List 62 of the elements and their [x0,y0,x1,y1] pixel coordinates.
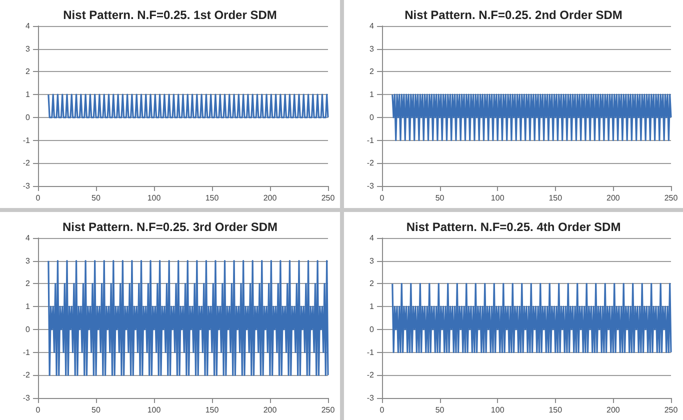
x-tick-label: 200 [263,406,278,414]
x-tick-label: 150 [205,406,220,414]
y-tick-label: 4 [26,22,31,30]
x-tick-label: 250 [664,406,678,414]
x-tick-label: 0 [380,406,385,414]
x-tick-label: 200 [263,194,278,202]
y-tick-label: -2 [366,158,375,168]
y-tick-label: -1 [22,348,31,357]
x-tick-label: 150 [548,194,563,202]
y-tick-label: 2 [370,279,375,288]
y-tick-label: 0 [26,324,31,334]
y-tick-label: 3 [370,256,375,266]
y-tick-label: -2 [366,370,375,380]
x-tick-label: 50 [92,406,101,414]
chart-title: Nist Pattern. N.F=0.25. 3rd Order SDM [62,220,278,234]
y-tick-label: 4 [370,234,375,242]
y-tick-label: 3 [26,256,31,266]
chart-title: Nist Pattern. N.F=0.25. 4th Order SDM [406,220,621,234]
y-tick-label: 4 [26,234,31,242]
y-tick-label: 3 [370,44,375,54]
y-tick-label: -3 [22,182,31,190]
chart-title: Nist Pattern. N.F=0.25. 1st Order SDM [63,8,277,22]
y-tick-label: 1 [370,90,375,100]
y-tick-label: 0 [370,324,375,334]
x-tick-label: 50 [435,406,445,414]
y-tick-label: 1 [26,302,31,312]
y-tick-label: -2 [22,158,31,168]
y-tick-label: 2 [26,67,31,76]
x-tick-label: 100 [490,406,505,414]
y-tick-label: 2 [26,279,31,288]
line-series [392,282,672,354]
y-tick-label: -1 [366,348,375,357]
x-tick-label: 100 [490,194,505,202]
x-tick-label: 100 [147,194,162,202]
y-tick-label: 4 [370,22,375,30]
y-tick-label: 1 [370,302,375,312]
x-tick-label: 200 [606,194,620,202]
line-series [48,260,329,376]
x-tick-label: 250 [664,194,678,202]
x-tick-label: 50 [92,194,101,202]
x-tick-label: 0 [380,194,385,202]
y-tick-label: 0 [26,112,31,122]
x-tick-label: 50 [435,194,445,202]
y-tick-label: 0 [370,112,375,122]
y-tick-label: -1 [366,136,375,145]
y-tick-label: -3 [22,394,31,402]
x-tick-label: 200 [606,406,620,414]
y-tick-label: -1 [22,136,31,145]
y-tick-label: 3 [26,44,31,54]
x-tick-label: 250 [321,406,336,414]
y-tick-label: -3 [366,394,375,402]
x-tick-label: 150 [205,194,220,202]
x-tick-label: 150 [548,406,563,414]
x-tick-label: 250 [321,194,336,202]
x-tick-label: 0 [36,194,41,202]
chart-title: Nist Pattern. N.F=0.25. 2nd Order SDM [404,8,622,22]
y-tick-label: 2 [370,67,375,76]
y-tick-label: -2 [22,370,31,380]
x-tick-label: 100 [147,406,162,414]
x-tick-label: 0 [36,406,41,414]
y-tick-label: 1 [26,90,31,100]
y-tick-label: -3 [366,182,375,190]
